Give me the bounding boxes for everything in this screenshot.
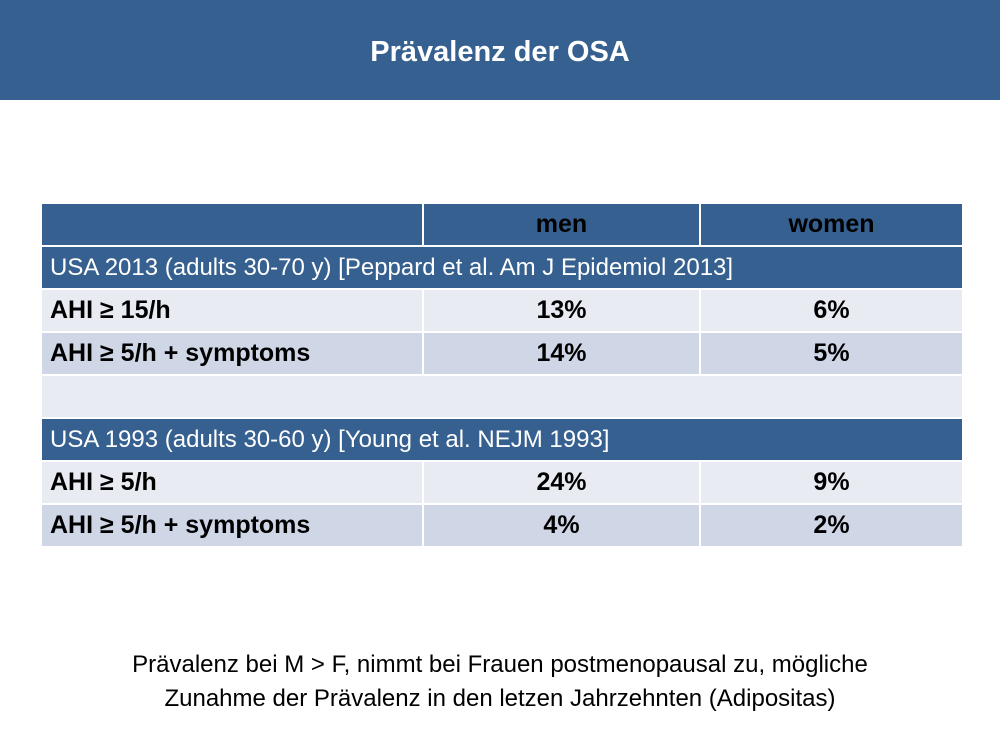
women-value: 9% [699, 460, 964, 505]
row-label: AHI ≥ 5/h [40, 460, 424, 505]
section-heading: USA 1993 (adults 30-60 y) [Young et al. … [40, 417, 964, 462]
header-cell-men: men [422, 202, 701, 247]
row-label: AHI ≥ 5/h + symptoms [40, 503, 424, 548]
row-label: AHI ≥ 5/h + symptoms [40, 331, 424, 376]
men-value: 24% [422, 460, 701, 505]
header-cell-empty [40, 202, 424, 247]
women-value: 2% [699, 503, 964, 548]
table-header-row: men women [40, 202, 964, 247]
section-heading: USA 2013 (adults 30-70 y) [Peppard et al… [40, 245, 964, 290]
header-cell-women: women [699, 202, 964, 247]
row-label: AHI ≥ 15/h [40, 288, 424, 333]
men-value: 14% [422, 331, 701, 376]
men-value: 13% [422, 288, 701, 333]
section-heading-row: USA 1993 (adults 30-60 y) [Young et al. … [40, 417, 964, 462]
footnote-line-2: Zunahme der Prävalenz in den letzen Jahr… [164, 685, 836, 712]
slide-title: Prävalenz der OSA [370, 35, 630, 68]
table-row: AHI ≥ 15/h 13% 6% [40, 288, 964, 333]
table-row: AHI ≥ 5/h + symptoms 4% 2% [40, 503, 964, 548]
table-row: AHI ≥ 5/h + symptoms 14% 5% [40, 331, 964, 376]
women-value: 6% [699, 288, 964, 333]
women-value: 5% [699, 331, 964, 376]
title-bar: Prävalenz der OSA [0, 0, 1000, 100]
footnote: Prävalenz bei M > F, nimmt bei Frauen po… [40, 648, 960, 716]
spacer-cell [40, 374, 964, 419]
table-row: AHI ≥ 5/h 24% 9% [40, 460, 964, 505]
footnote-line-1: Prävalenz bei M > F, nimmt bei Frauen po… [132, 651, 868, 678]
men-value: 4% [422, 503, 701, 548]
spacer-row [40, 374, 964, 419]
prevalence-table: men women USA 2013 (adults 30-70 y) [Pep… [40, 202, 964, 548]
section-heading-row: USA 2013 (adults 30-70 y) [Peppard et al… [40, 245, 964, 290]
